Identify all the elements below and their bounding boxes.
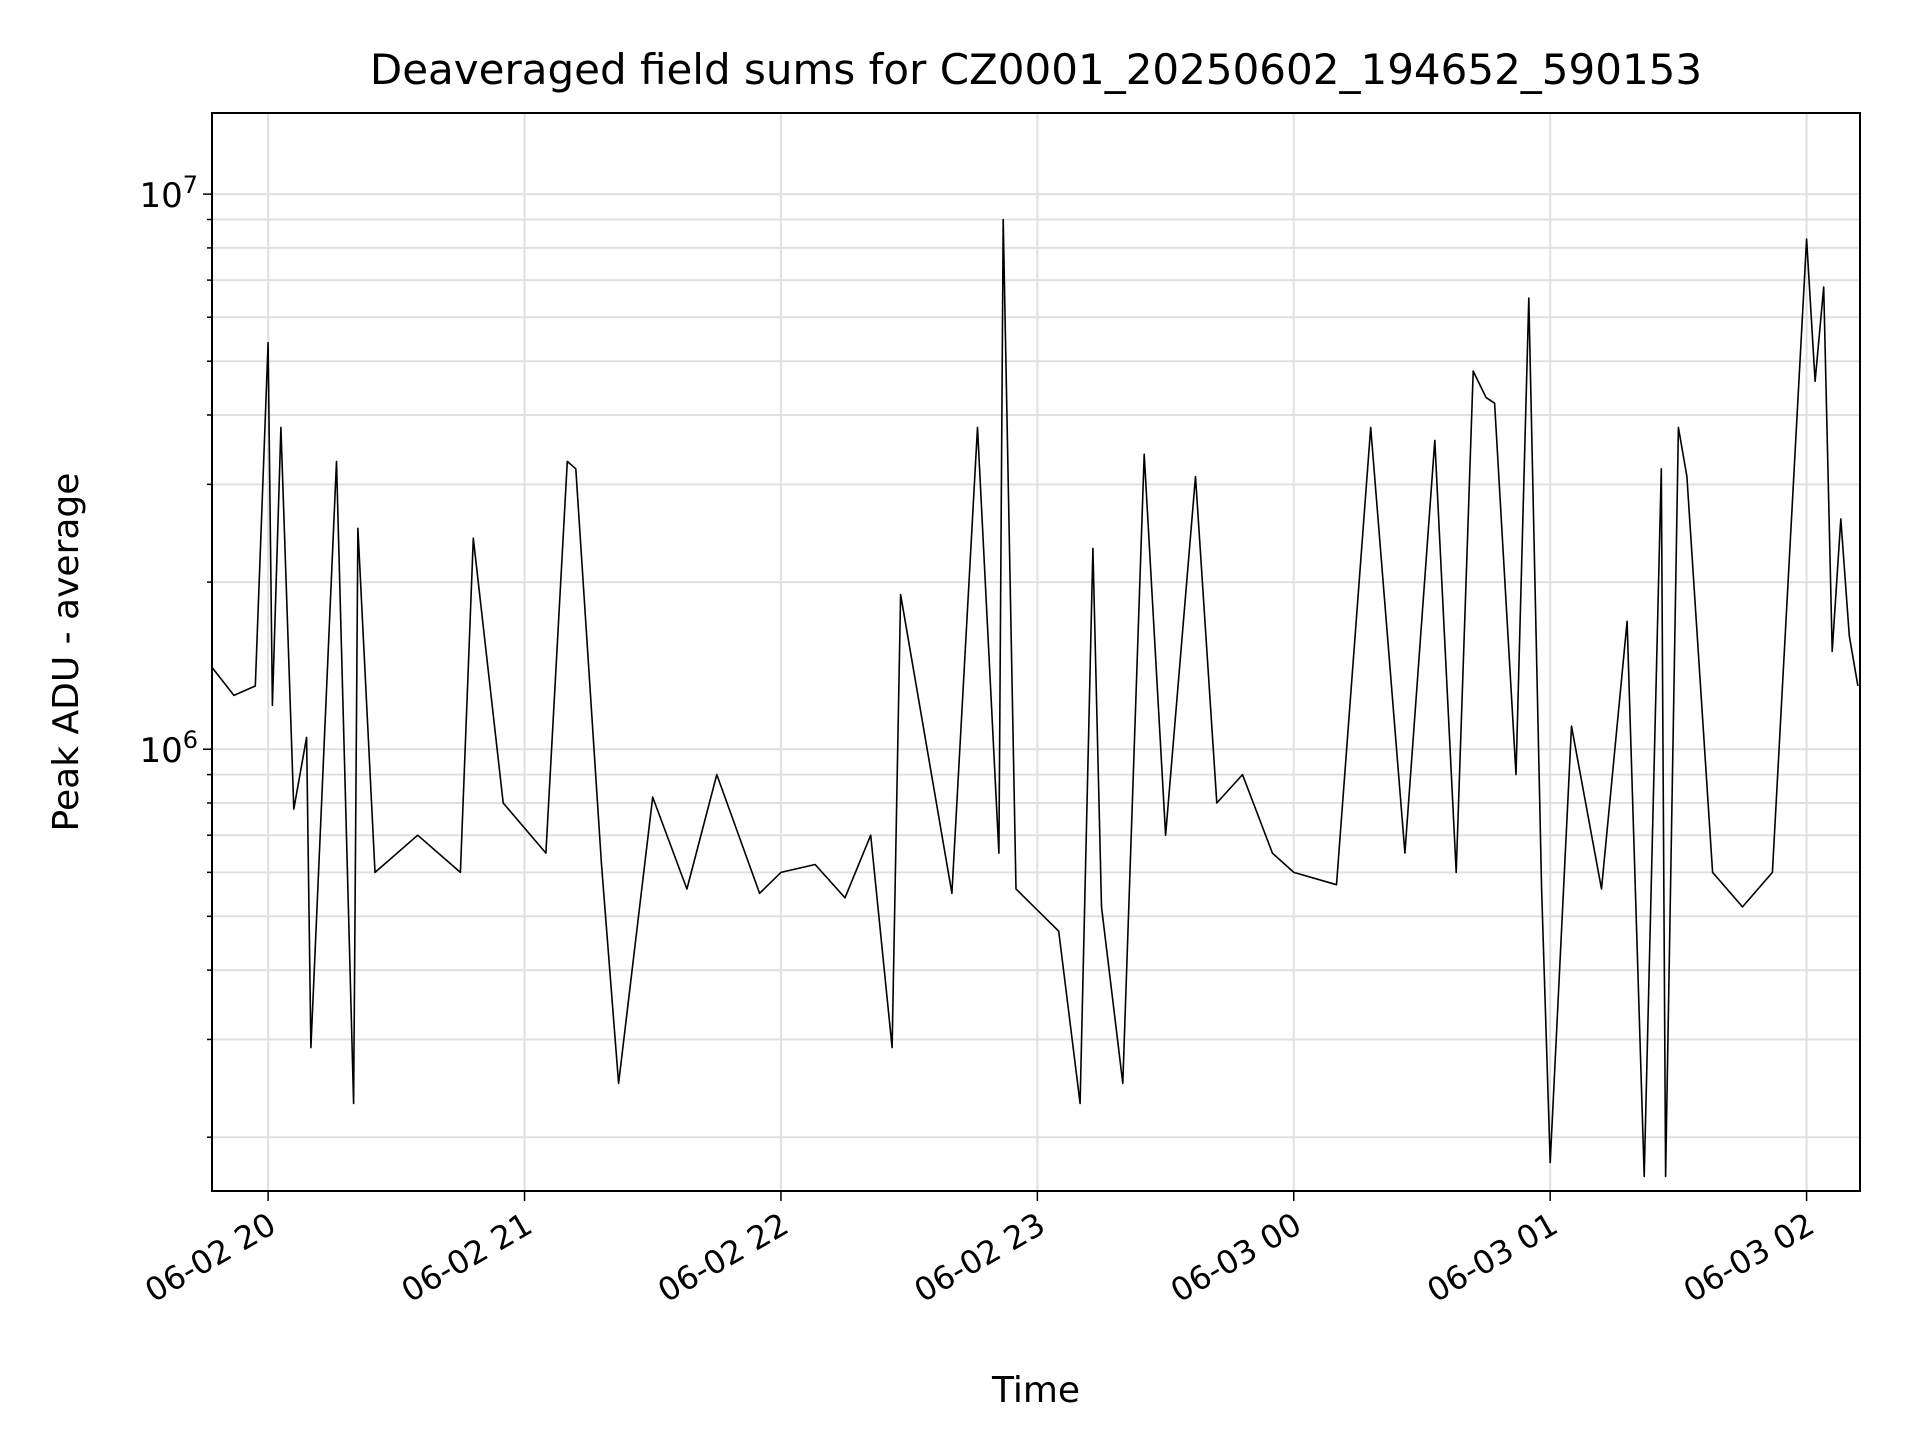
- series-line: [211, 218, 1859, 1178]
- grid-layer: [212, 113, 1860, 1191]
- x-axis-label: Time: [991, 1370, 1080, 1411]
- y-tick-label: 107: [139, 171, 198, 216]
- y-axis-label: Peak ADU - average: [46, 473, 87, 832]
- line-layer: [211, 218, 1859, 1178]
- chart-title: Deaveraged field sums for CZ0001_2025060…: [370, 45, 1702, 94]
- plot-frame: [211, 112, 1861, 1192]
- y-tick-label: 106: [139, 726, 198, 771]
